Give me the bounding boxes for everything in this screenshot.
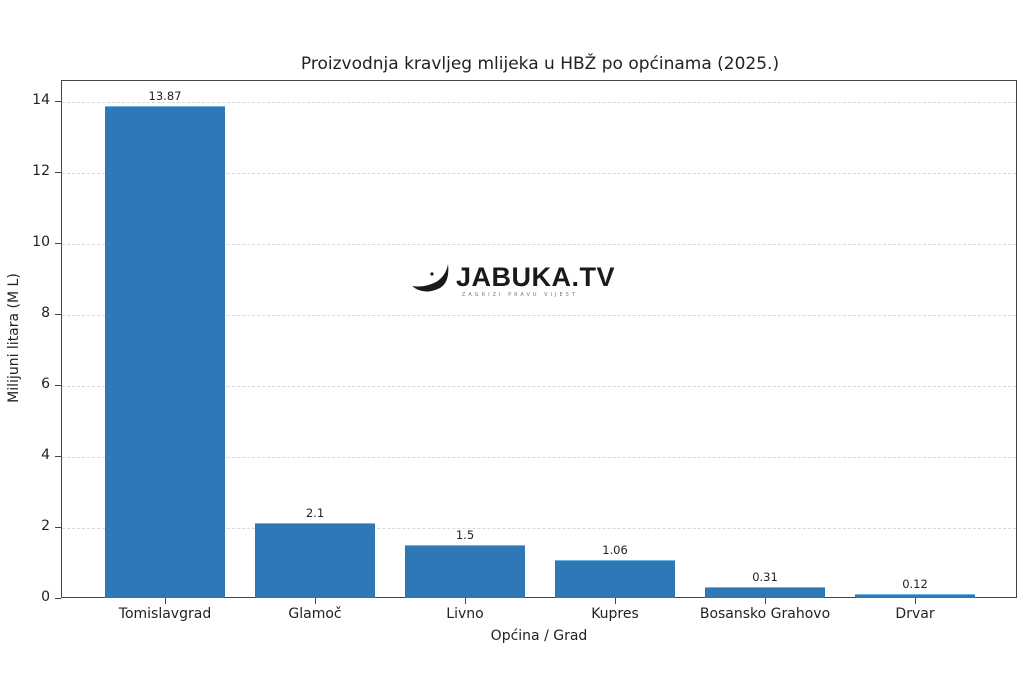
x-tick-mark: [615, 598, 616, 604]
y-tick-label: 8: [41, 305, 50, 321]
apple-logo-icon: [412, 264, 449, 292]
x-axis-label: Općina / Grad: [490, 628, 588, 644]
gridline: [62, 173, 1016, 174]
gridline: [62, 386, 1016, 387]
y-tick-mark: [55, 527, 61, 528]
x-tick-mark: [465, 598, 466, 604]
watermark-tagline: ZAGRIZI PRAVU VIJEST: [462, 292, 578, 298]
y-tick-mark: [55, 314, 61, 315]
gridline: [62, 457, 1016, 458]
gridline: [62, 528, 1016, 529]
x-tick-label: Tomislavgrad: [118, 606, 212, 622]
bar: [705, 586, 825, 598]
y-tick-label: 2: [41, 518, 50, 534]
y-tick-mark: [55, 243, 61, 244]
x-tick-label: Kupres: [591, 606, 639, 622]
gridline: [62, 315, 1016, 316]
bar-value-label: 2.1: [305, 506, 325, 521]
x-tick-mark: [765, 598, 766, 604]
bar: [855, 593, 975, 598]
y-tick-mark: [55, 456, 61, 457]
bar-value-label: 0.31: [752, 569, 778, 584]
x-tick-label: Bosansko Grahovo: [699, 606, 831, 622]
x-tick-label: Livno: [446, 606, 484, 622]
bar-value-label: 13.87: [148, 88, 182, 103]
plot-area: [61, 80, 1017, 598]
watermark-logo: JABUKA.TV ZAGRIZI PRAVU VIJEST: [410, 260, 616, 298]
gridline: [62, 102, 1016, 103]
bar-value-label: 1.06: [602, 543, 628, 558]
y-tick-label: 14: [32, 92, 50, 108]
y-tick-label: 12: [32, 163, 50, 179]
bar-value-label: 1.5: [455, 527, 475, 542]
chart-title: Proizvodnja kravljeg mlijeka u HBŽ po op…: [300, 54, 780, 74]
y-axis-label: Milijuni litara (M L): [6, 273, 22, 403]
x-tick-mark: [165, 598, 166, 604]
gridline: [62, 244, 1016, 245]
y-tick-label: 0: [41, 589, 50, 605]
x-tick-label: Glamoč: [288, 606, 342, 622]
y-tick-mark: [55, 101, 61, 102]
x-tick-mark: [315, 598, 316, 604]
y-tick-mark: [55, 598, 61, 599]
y-tick-mark: [55, 385, 61, 386]
y-tick-mark: [55, 172, 61, 173]
bar: [555, 560, 675, 598]
y-tick-label: 10: [32, 234, 50, 250]
y-tick-label: 4: [41, 447, 50, 463]
x-tick-mark: [915, 598, 916, 604]
bar: [405, 544, 525, 598]
y-tick-label: 6: [41, 376, 50, 392]
x-tick-label: Drvar: [895, 606, 935, 622]
bar: [255, 523, 375, 598]
watermark-brand: JABUKA.TV: [456, 261, 616, 292]
bar-value-label: 0.12: [902, 576, 928, 591]
bar: [105, 105, 225, 598]
